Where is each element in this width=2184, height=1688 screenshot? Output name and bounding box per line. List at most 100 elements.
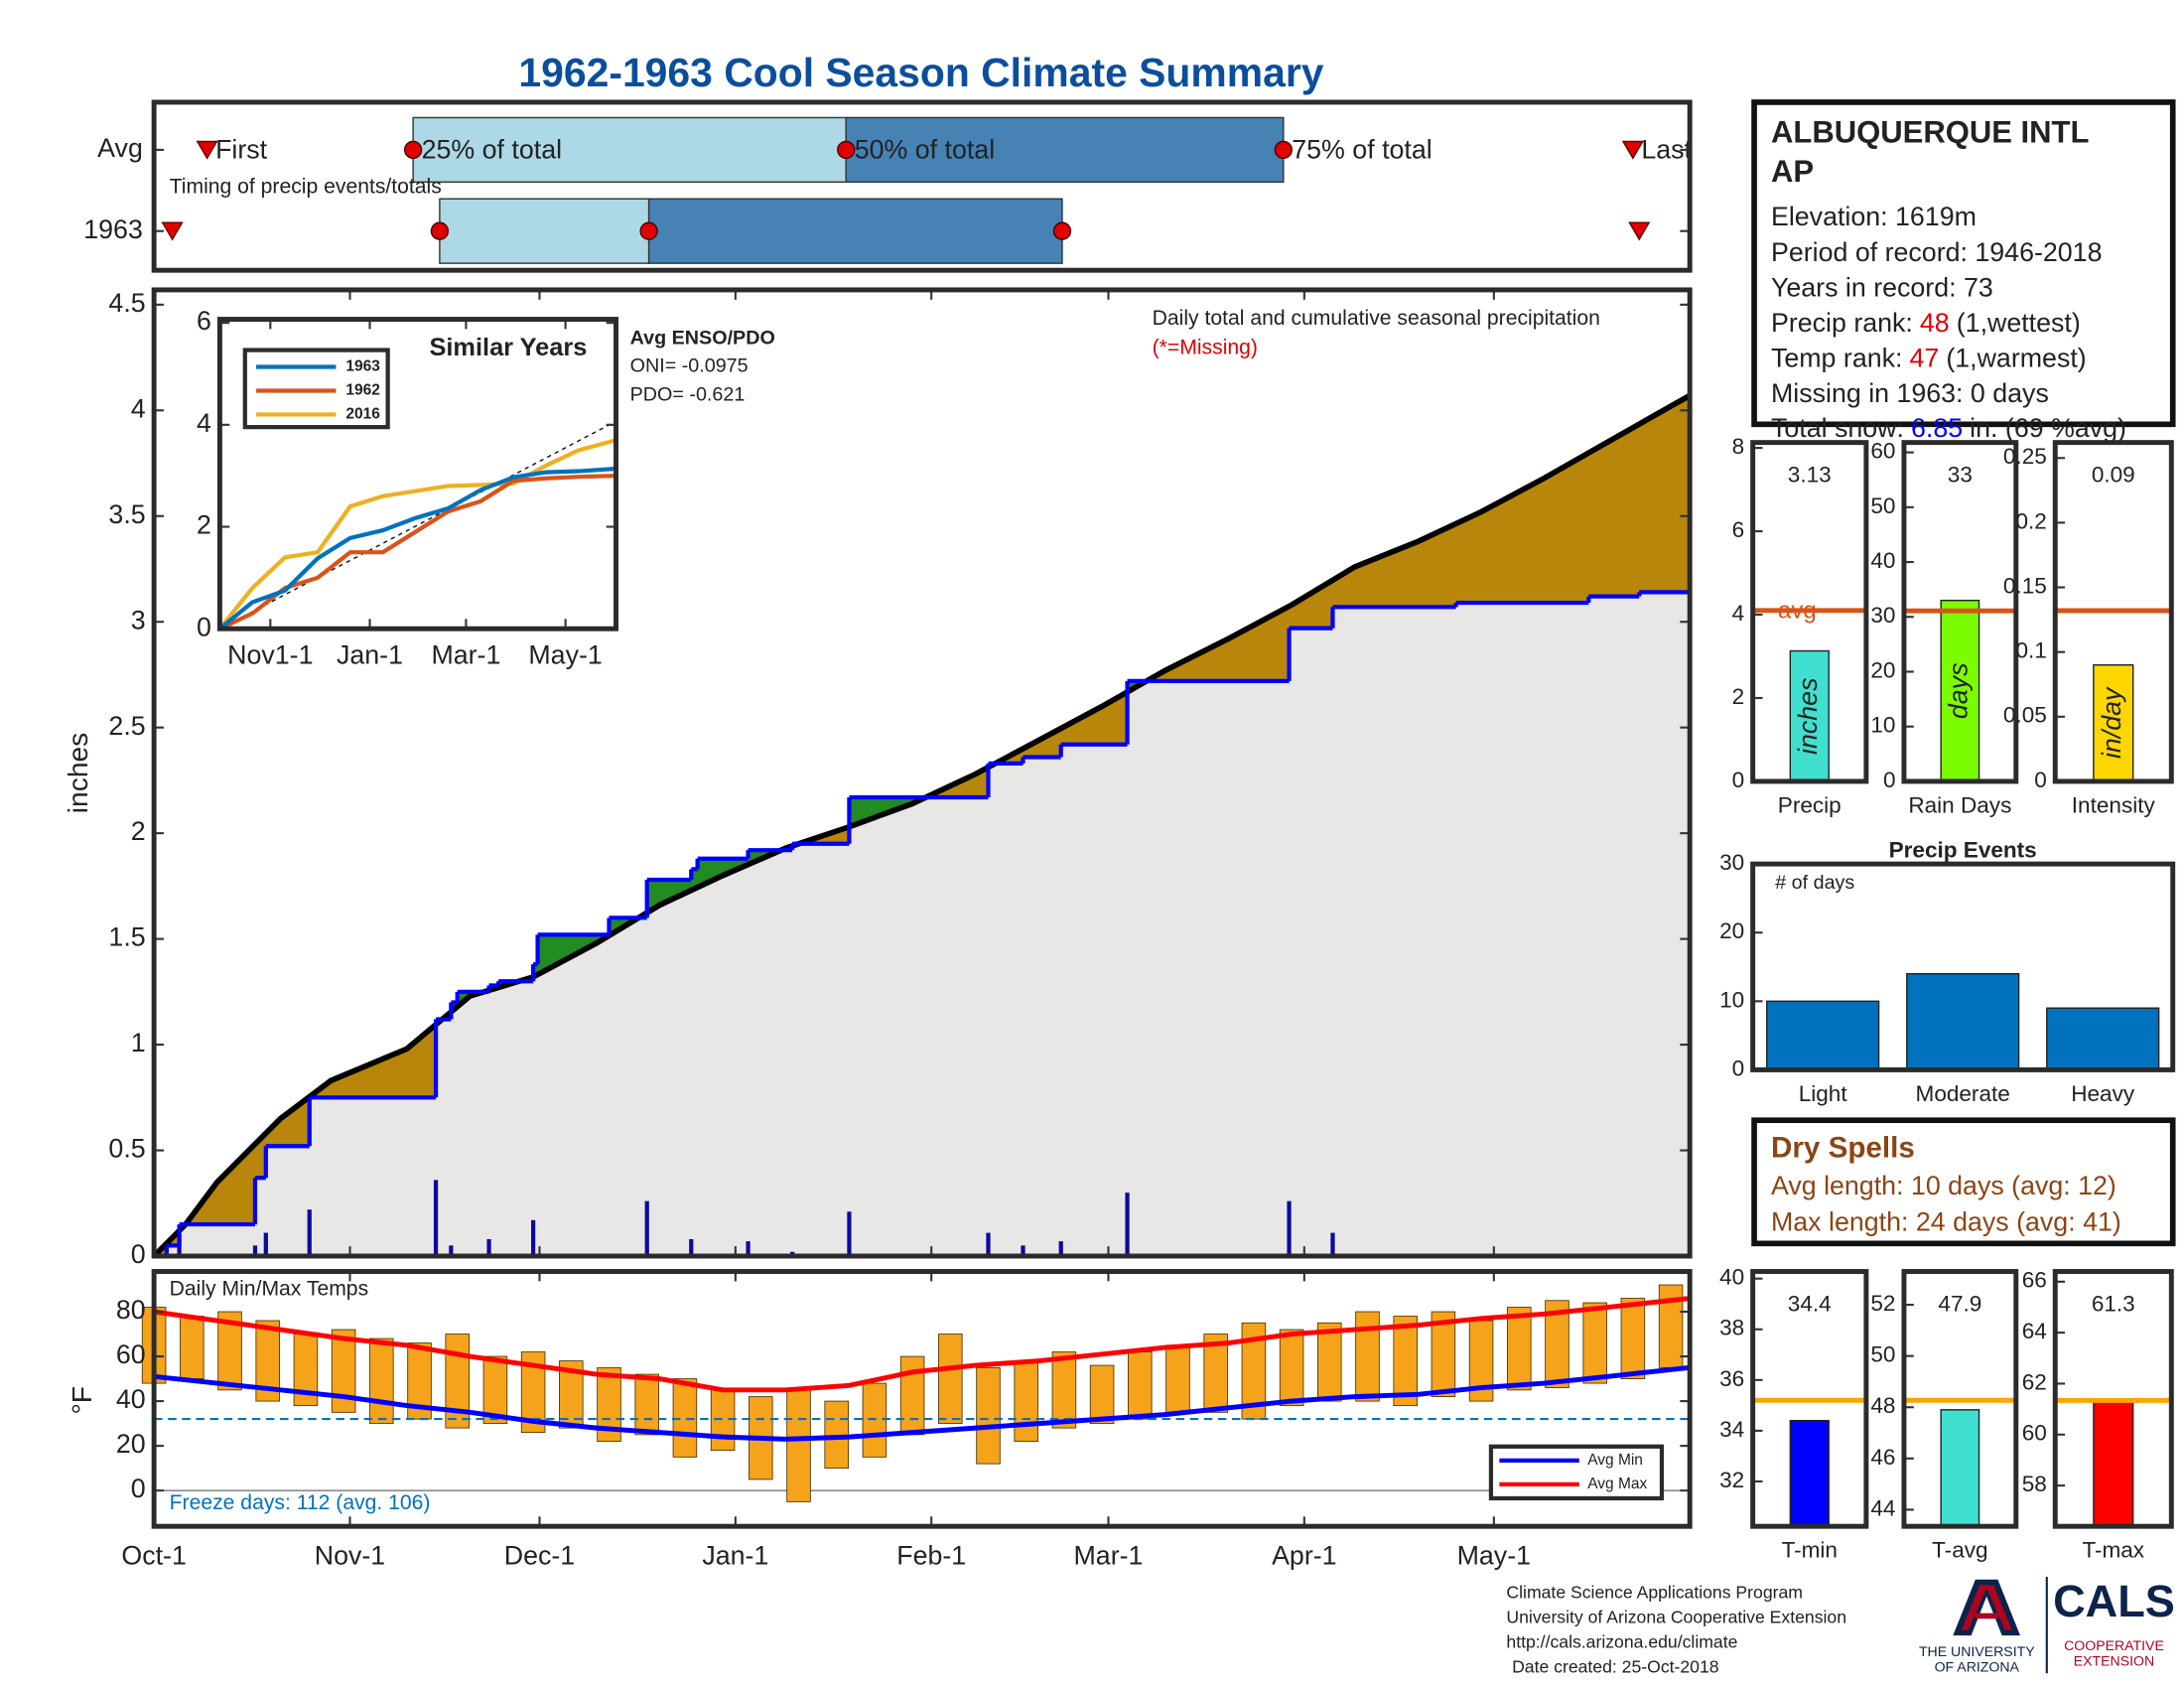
x-axis-label: T-max	[2082, 1538, 2144, 1563]
y-tick-label: 3	[131, 605, 146, 634]
daily-precip-bar	[1021, 1245, 1025, 1257]
y-tick-label: 50	[1870, 493, 1895, 518]
info-label: Total snow:	[1771, 413, 1904, 443]
x-axis-label: Intensity	[2072, 792, 2156, 817]
trend-line	[219, 420, 616, 630]
y-tick-label: 60	[2022, 1421, 2047, 1446]
chart-title: Precip Events	[1889, 837, 2037, 862]
y-tick-label: 6	[197, 306, 211, 336]
plot-frame	[2052, 440, 2174, 784]
info-value: 47	[1909, 344, 1939, 373]
temp-range-bar	[482, 1355, 508, 1425]
timing-box-late	[647, 198, 1063, 264]
timing-triangle	[1628, 221, 1651, 241]
daily-precip-bar	[307, 1209, 312, 1257]
temp-range-bar	[672, 1378, 698, 1458]
temp-range-bar	[255, 1320, 280, 1402]
temp-range-bar	[331, 1329, 356, 1413]
temp-range-bar	[1014, 1360, 1038, 1443]
timing-marker	[837, 140, 856, 160]
x-axis-label: T-avg	[1932, 1538, 1987, 1563]
plot-frame	[2052, 1269, 2174, 1529]
station-name: ALBUQUERQUE INTL	[1771, 115, 2090, 150]
row-label: Avg	[97, 133, 143, 163]
x-axis-label: Precip	[1778, 792, 1842, 817]
y-tick-label: 52	[1870, 1291, 1895, 1316]
timing-marker	[639, 221, 658, 240]
x-tick-label: Nov1-1	[227, 639, 313, 669]
timing-marker	[403, 140, 423, 160]
y-tick-label: 40	[1870, 548, 1895, 573]
daily-precip-bar	[746, 1241, 751, 1257]
y-tick-label: 10	[1719, 987, 1744, 1012]
legend-box	[1488, 1444, 1665, 1501]
temp-range-bar	[1128, 1351, 1153, 1420]
dry-spells-info: Max length: 24 days (avg: 41)	[1771, 1207, 2121, 1237]
x-tick-label: May-1	[1457, 1540, 1531, 1570]
dry-spells-info: Avg length: 10 days (avg: 12)	[1771, 1171, 2116, 1200]
footer-line: University of Arizona Cooperative Extens…	[1506, 1607, 1846, 1626]
legend-label: 1963	[345, 358, 380, 375]
summary-bar	[1940, 1409, 1980, 1527]
x-tick-label: Light	[1799, 1081, 1848, 1106]
logo-university: THE UNIVERSITY	[1919, 1643, 2035, 1659]
y-tick-label: 1.5	[108, 922, 145, 952]
logo-a-inner	[1961, 1585, 2012, 1630]
y-tick-label: 60	[1870, 439, 1895, 464]
y-axis-label: inches	[62, 733, 93, 813]
y-tick-label: 2.5	[108, 711, 145, 741]
temp-range-bar	[1051, 1351, 1077, 1429]
x-tick-label: Heavy	[2071, 1081, 2135, 1106]
y-tick-label: 4	[131, 393, 146, 423]
daily-precip-bar	[1287, 1200, 1292, 1257]
bar	[1906, 972, 2020, 1071]
y-tick-label: 20	[1870, 657, 1895, 682]
temp-range-bar	[217, 1311, 242, 1391]
x-tick-label: Oct-1	[121, 1540, 186, 1570]
y-tick-label: 1	[131, 1028, 146, 1057]
temp-range-bar	[786, 1389, 811, 1502]
logo-extension: EXTENSION	[2074, 1653, 2154, 1669]
temp-range-bar	[597, 1366, 621, 1443]
timing-label: 50% of total	[855, 134, 995, 164]
timing-caption: Timing of precip events/totals	[170, 176, 442, 199]
y-tick-label: 0.15	[2003, 573, 2047, 598]
x-tick-label: Jan-1	[702, 1540, 768, 1570]
timing-triangle	[161, 221, 184, 241]
enso-title: Avg ENSO/PDO	[630, 328, 775, 350]
timing-triangle	[196, 140, 218, 160]
similar-year-line	[217, 438, 617, 631]
station-info: Years in record: 73	[1771, 272, 1993, 302]
info-note: (1,warmest)	[1946, 344, 2086, 373]
y-tick-label: 32	[1719, 1468, 1744, 1492]
chart-subtitle: Daily Min/Max Temps	[170, 1277, 368, 1300]
temp-range-bar	[976, 1366, 1001, 1465]
bar-value: 47.9	[1938, 1291, 1981, 1316]
y-tick-label: 80	[116, 1295, 146, 1325]
page-title: 1962-1963 Cool Season Climate Summary	[518, 50, 1323, 95]
temp-range-bar	[1431, 1311, 1456, 1398]
y-tick-label: 20	[1719, 918, 1744, 943]
x-tick-label: Jan-1	[337, 639, 403, 669]
legend-label: Avg Max	[1587, 1476, 1647, 1492]
daily-precip-bar	[531, 1219, 536, 1257]
daily-precip-bar	[433, 1180, 439, 1257]
temp-range-bar	[1279, 1329, 1304, 1407]
y-tick-label: 38	[1719, 1316, 1744, 1340]
missing-note: (*=Missing)	[1153, 337, 1258, 359]
temp-range-bar	[1507, 1307, 1532, 1391]
plot-frame	[151, 99, 1693, 273]
timing-triangle	[1621, 140, 1644, 160]
y-tick-label: 0	[2034, 768, 2047, 792]
chart-subtitle: Daily total and cumulative seasonal prec…	[1153, 307, 1600, 330]
timing-marker	[1052, 221, 1072, 240]
y-tick-label: 30	[1870, 603, 1895, 628]
temp-range-bar	[899, 1355, 925, 1436]
y-tick-label: 10	[1870, 713, 1895, 738]
timing-marker	[430, 221, 450, 240]
y-tick-label: 0	[197, 612, 211, 641]
enso-value: ONI= -0.0975	[630, 355, 749, 377]
station-info: Missing in 1963: 0 days	[1771, 378, 2049, 408]
x-tick-label: May-1	[528, 639, 602, 669]
